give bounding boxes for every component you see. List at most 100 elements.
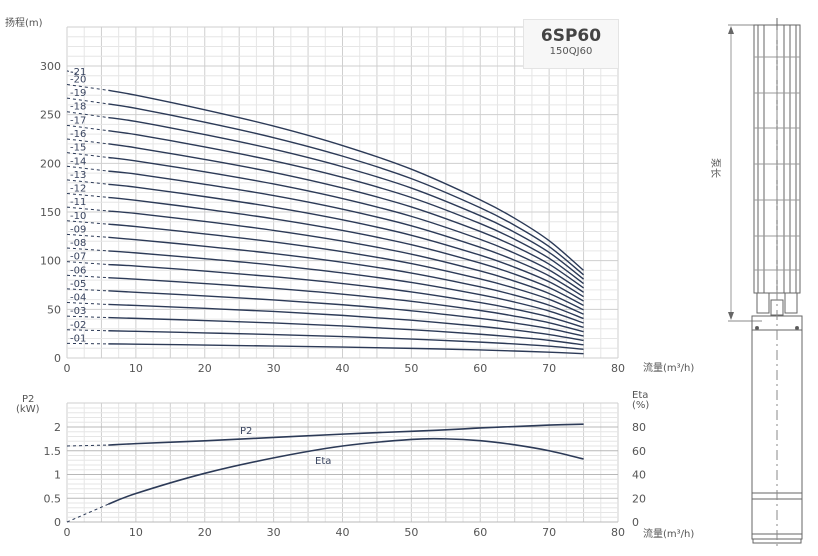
- stage-label: -02: [70, 320, 86, 331]
- arrow-up-icon: [728, 26, 734, 34]
- head-chart-grid: [66, 26, 619, 359]
- stage-label: -14: [70, 156, 86, 167]
- y-tick: 50: [47, 303, 61, 316]
- p2-tick: 0.5: [44, 492, 62, 505]
- x-tick: 0: [64, 362, 71, 375]
- head-curve: [108, 290, 584, 337]
- x-tick: 50: [404, 362, 418, 375]
- head-curve: [108, 143, 584, 289]
- x-tick: 60: [473, 526, 487, 539]
- eta-curve: [108, 437, 584, 505]
- stage-label: -05: [70, 279, 86, 290]
- x-tick: 20: [198, 362, 212, 375]
- x-tick: 30: [267, 526, 281, 539]
- head-axis-title: 扬程(m): [5, 16, 43, 29]
- x-tick: 20: [198, 526, 212, 539]
- stage-label: -10: [70, 211, 86, 222]
- flow-axis-title-bottom: 流量(m³/h): [643, 527, 694, 540]
- stage-label: -12: [70, 184, 86, 195]
- head-curve: [108, 116, 584, 280]
- x-tick: 40: [336, 526, 350, 539]
- head-curve: [108, 343, 584, 355]
- head-curve: [108, 210, 584, 311]
- head-curve: [108, 316, 584, 346]
- p2-tick: 1: [54, 469, 61, 482]
- p2-axis-unit: (kW): [16, 404, 40, 415]
- p2-axis-title: P2: [22, 394, 34, 405]
- p2-tick: 0: [54, 516, 61, 529]
- stage-label: -16: [70, 129, 86, 140]
- head-curves: [66, 70, 585, 355]
- x-tick: 60: [473, 362, 487, 375]
- head-curve: [108, 183, 584, 302]
- p2-tick: 1.5: [44, 445, 62, 458]
- stage-label: -04: [70, 293, 86, 304]
- x-tick: 0: [64, 526, 71, 539]
- head-curve: [108, 250, 584, 324]
- eta-curve-label: Eta: [315, 456, 331, 467]
- y-tick: 200: [40, 157, 61, 170]
- p2-curve-label: P2: [240, 426, 252, 437]
- x-tick: 50: [404, 526, 418, 539]
- stage-label: -20: [70, 74, 86, 85]
- x-tick: 10: [129, 362, 143, 375]
- p2-tick: 2: [54, 421, 61, 434]
- stage-label: -11: [70, 197, 86, 208]
- stage-label: -03: [70, 306, 86, 317]
- head-curve: [108, 303, 584, 342]
- power-efficiency-chart-grid: [66, 402, 619, 523]
- x-tick: 70: [542, 362, 556, 375]
- stage-label: -21: [70, 67, 86, 78]
- head-curve: [108, 223, 584, 315]
- stage-label: -15: [70, 143, 86, 154]
- x-tick: 80: [611, 526, 625, 539]
- stage-label: -08: [70, 238, 86, 249]
- flow-axis-title-top: 流量(m³/h): [643, 361, 694, 374]
- x-tick: 70: [542, 526, 556, 539]
- stage-label: -18: [70, 102, 86, 113]
- y-tick: 100: [40, 255, 61, 268]
- stage-label: -01: [70, 333, 86, 344]
- head-curve: [108, 89, 585, 271]
- x-tick: 40: [336, 362, 350, 375]
- head-curve: [108, 236, 584, 320]
- pump-drawing: [728, 18, 803, 548]
- head-curve: [108, 263, 584, 329]
- arrow-down-icon: [728, 312, 734, 320]
- eta-tick: 40: [632, 469, 646, 482]
- y-tick: 250: [40, 109, 61, 122]
- stage-label: -13: [70, 170, 86, 181]
- eta-tick: 80: [632, 421, 646, 434]
- x-tick: 30: [267, 362, 281, 375]
- stage-label: -19: [70, 88, 86, 99]
- eta-axis-title: Eta: [632, 390, 648, 401]
- head-curve: [108, 170, 584, 298]
- head-chart-labels: 0 10 20 30 40 50 60 70 80 0 50 100 150 200 250 300 -01 -0…: [40, 60, 625, 375]
- head-curve: [108, 196, 584, 307]
- model-badge: 6SP60 150QJ60: [523, 19, 619, 69]
- stage-label: -06: [70, 265, 86, 276]
- pump-length-label: 泵长: [709, 158, 721, 178]
- stage-label: -07: [70, 252, 86, 263]
- model-subtitle: 150QJ60: [549, 46, 593, 57]
- eta-tick: 0: [632, 516, 639, 529]
- stage-label: -09: [70, 224, 86, 235]
- y-tick: 150: [40, 206, 61, 219]
- head-curve: [108, 130, 584, 285]
- y-tick: 0: [54, 352, 61, 365]
- p2-curve: [108, 423, 584, 446]
- head-curve: [108, 277, 584, 333]
- x-tick: 10: [129, 526, 143, 539]
- head-curve: [108, 103, 585, 276]
- x-tick: 80: [611, 362, 625, 375]
- eta-tick: 60: [632, 445, 646, 458]
- model-title: 6SP60: [540, 26, 602, 46]
- power-efficiency-curves: [66, 423, 584, 523]
- eta-axis-unit: (%): [632, 400, 649, 411]
- stage-label: -17: [70, 115, 86, 126]
- head-curve: [108, 156, 584, 293]
- y-tick: 300: [40, 60, 61, 73]
- eta-tick: 20: [632, 492, 646, 505]
- head-curve: [108, 330, 584, 350]
